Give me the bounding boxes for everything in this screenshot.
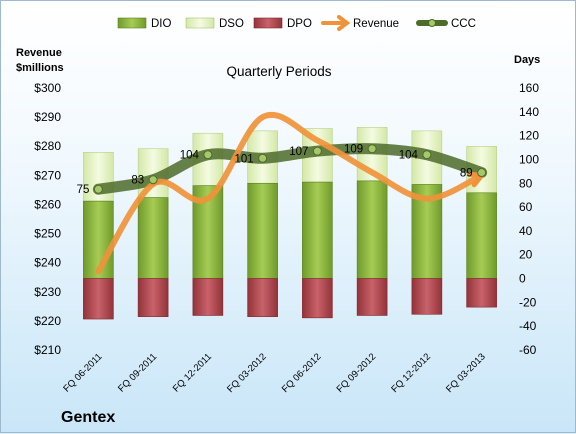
bar-dio [356, 180, 388, 279]
left-tick-label: $240 [34, 256, 61, 270]
ccc-point [367, 144, 377, 154]
ccc-point [477, 168, 487, 178]
left-tick-label: $230 [34, 285, 61, 299]
left-axis-title-line1: Revenue [16, 47, 62, 59]
bar-dio [466, 192, 497, 279]
bar-dpo [302, 278, 333, 319]
x-tick-label: FQ 12-2012 [389, 351, 433, 395]
legend-swatch-revenue [321, 15, 351, 31]
plot-area: $210 $220 $230 $240 $250 $260 $270 $280 $290 $300… [34, 81, 539, 395]
right-axis-title: Days [514, 54, 540, 66]
ccc-data-label: 104 [180, 150, 200, 162]
left-tick-label: $210 [34, 343, 61, 357]
left-tick-label: $260 [34, 197, 61, 211]
legend-label-dso: DSO [219, 18, 244, 30]
bar-dpo [83, 278, 114, 320]
right-tick-label: 40 [519, 224, 533, 238]
ccc-point [93, 184, 103, 194]
ccc-data-label: 109 [344, 144, 363, 156]
x-tick-label: FQ 06-2012 [280, 351, 324, 395]
right-tick-label: -40 [519, 319, 537, 333]
x-tick-label: FQ 09-2011 [116, 351, 159, 394]
left-tick-label: $290 [34, 110, 61, 124]
legend: DIO DSO DPO Revenue CCC [117, 15, 476, 31]
right-tick-label: -60 [519, 343, 537, 357]
ccc-point [258, 153, 268, 163]
right-tick-label: 60 [519, 200, 533, 214]
ccc-data-label: 89 [460, 168, 473, 180]
bar-dpo [411, 278, 443, 315]
ccc-point [148, 175, 158, 185]
legend-label-revenue: Revenue [353, 18, 399, 30]
legend-swatch-dio [117, 17, 147, 29]
chart-title: Quarterly Periods [226, 64, 331, 79]
legend-label-dio: DIO [151, 18, 172, 30]
right-tick-label: 20 [519, 248, 533, 262]
legend-swatch-dpo [253, 17, 283, 29]
ccc-point [422, 150, 432, 160]
legend-swatch-dso [185, 17, 215, 29]
bar-dpo [466, 278, 497, 308]
left-tick-label: $270 [34, 168, 61, 182]
left-tick-label: $250 [34, 227, 61, 241]
x-tick-label: FQ 06-2011 [61, 351, 104, 394]
ccc-point [203, 150, 213, 160]
ccc-data-label: 101 [234, 153, 253, 165]
x-tick-label: FQ 09-2012 [335, 351, 379, 395]
ccc-point [312, 146, 322, 156]
bar-dpo [192, 278, 224, 316]
line-ccc [92, 143, 488, 195]
legend-marker-ccc [428, 19, 436, 27]
legend-label-ccc: CCC [451, 18, 476, 30]
right-tick-label: 120 [519, 129, 539, 143]
left-tick-label: $280 [34, 139, 61, 153]
company-name: Gentex [61, 409, 115, 426]
bar-dio [247, 182, 278, 279]
left-tick-label: $300 [34, 81, 61, 95]
right-tick-label: 160 [519, 81, 539, 95]
bar-dpo [356, 278, 388, 316]
ccc-data-label: 75 [77, 184, 90, 196]
x-tick-label: FQ 03-2013 [444, 351, 488, 395]
left-axis-title-line2: $millions [16, 62, 64, 74]
right-tick-label: -20 [519, 295, 537, 309]
right-tick-label: 100 [519, 152, 539, 166]
ccc-data-label: 104 [399, 150, 419, 162]
legend-label-dpo: DPO [287, 18, 312, 30]
ccc-data-label: 107 [289, 146, 308, 158]
bar-dio [302, 181, 333, 279]
x-tick-label: FQ 12-2011 [171, 351, 214, 394]
x-tick-label: FQ 03-2012 [225, 351, 269, 395]
left-tick-label: $220 [34, 314, 61, 328]
right-tick-label: 140 [519, 105, 539, 119]
bar-dio [137, 197, 169, 279]
bar-dpo [137, 278, 169, 317]
right-tick-label: 80 [519, 176, 533, 190]
bar-dpo [247, 278, 278, 317]
right-tick-label: 0 [519, 272, 526, 286]
ccc-data-label: 83 [131, 175, 144, 187]
